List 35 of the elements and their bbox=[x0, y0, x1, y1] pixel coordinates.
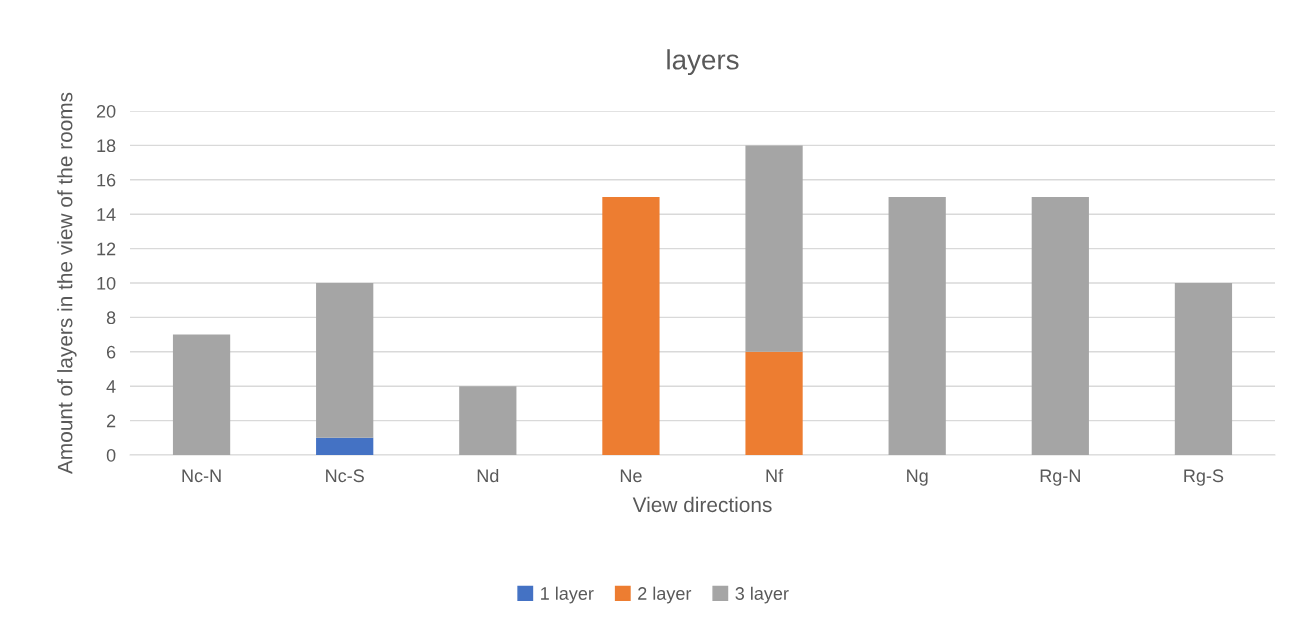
legend-label: 2 layer bbox=[638, 586, 692, 604]
bar bbox=[745, 145, 803, 352]
y-tick-label: 8 bbox=[106, 311, 116, 325]
y-tick-label: 12 bbox=[97, 242, 116, 256]
y-tick-label: 0 bbox=[106, 448, 116, 462]
x-tick-label: Nd bbox=[477, 468, 499, 483]
legend-label: 1 layer bbox=[541, 586, 594, 604]
x-tick-label: Nf bbox=[766, 468, 784, 482]
bar bbox=[172, 334, 231, 455]
chart-title: layers bbox=[667, 49, 739, 76]
bar bbox=[1174, 283, 1233, 455]
x-tick-label: Nc-N bbox=[182, 469, 221, 483]
bar bbox=[316, 437, 374, 455]
x-tick-label: Rg-S bbox=[1184, 469, 1224, 486]
y-tick-label: 10 bbox=[97, 276, 116, 290]
bar bbox=[745, 351, 803, 455]
y-axis-title: Amount of layers in the view of the rooms bbox=[57, 92, 77, 475]
x-tick-label: Ng bbox=[907, 469, 928, 486]
bar bbox=[888, 197, 946, 455]
bar bbox=[1031, 197, 1089, 455]
y-tick-label: 18 bbox=[97, 139, 116, 153]
y-tick-label: 4 bbox=[106, 380, 116, 393]
y-tick-label: 2 bbox=[106, 414, 116, 428]
x-tick-label: Nc-S bbox=[326, 469, 364, 483]
x-axis-title: View directions bbox=[632, 496, 772, 513]
bar bbox=[316, 283, 374, 438]
y-tick-label: 16 bbox=[97, 173, 116, 187]
x-tick-label: Ne bbox=[620, 469, 642, 483]
y-tick-label: 6 bbox=[106, 345, 116, 359]
x-tick-label: Rg-N bbox=[1040, 469, 1080, 486]
y-tick-label: 20 bbox=[96, 104, 116, 118]
y-tick-label: 14 bbox=[97, 208, 116, 221]
bar bbox=[459, 386, 517, 455]
legend-label: 3 layer bbox=[735, 586, 789, 604]
bar bbox=[602, 197, 660, 455]
